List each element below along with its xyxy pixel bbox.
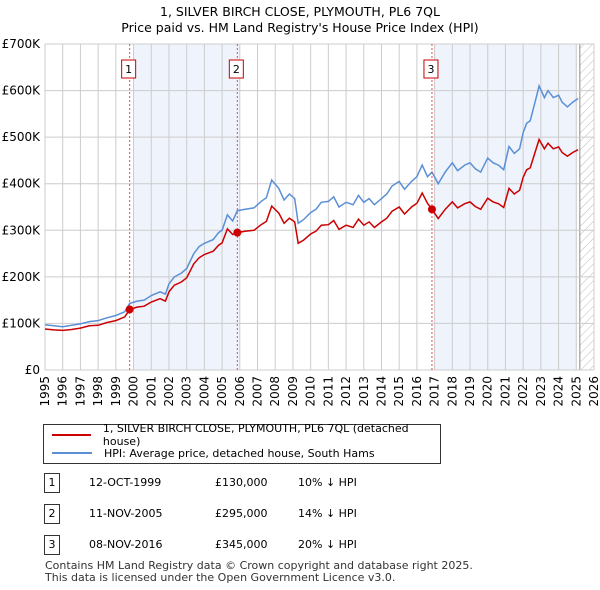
sale-date: 12-OCT-1999 (89, 476, 162, 489)
x-tick-label: 1999 (109, 376, 123, 407)
sale-date: 11-NOV-2005 (89, 507, 163, 520)
x-tick-label: 2004 (197, 376, 211, 407)
y-tick-label: £700K (2, 37, 42, 51)
x-tick-label: 2026 (587, 376, 600, 407)
x-tick-label: 2019 (463, 376, 477, 407)
x-tick-label: 2023 (534, 376, 548, 407)
x-tick-label: 2020 (481, 376, 495, 407)
sale-date: 08-NOV-2016 (89, 538, 163, 551)
x-tick-label: 2010 (304, 376, 318, 407)
x-tick-label: 2014 (374, 376, 388, 407)
table-row: 1 12-OCT-1999 £130,000 10% ↓ HPI (43, 473, 443, 493)
price-chart: £0 £100K £200K £300K £400K £500K £600K £700K 199… (2, 37, 600, 407)
legend-hpi-label: HPI: Average price, detached house, Sout… (104, 446, 375, 460)
x-tick-label: 2001 (144, 376, 158, 407)
sale-number-badge: 3 (44, 535, 60, 555)
x-tick-label: 2000 (127, 376, 141, 407)
x-tick-label: 2022 (516, 376, 530, 407)
footer-line-2: This data is licensed under the Open Gov… (45, 571, 396, 584)
chart-title: 1, SILVER BIRCH CLOSE, PLYMOUTH, PL6 7QL… (0, 4, 600, 36)
x-tick-label: 2021 (498, 376, 512, 407)
sale-point (233, 228, 242, 237)
x-tick-label: 1998 (91, 376, 105, 407)
x-tick-label: 2018 (445, 376, 459, 407)
x-tick-label: 2025 (569, 376, 583, 407)
sale-price: £345,000 (215, 538, 268, 551)
sale-price: £295,000 (215, 507, 268, 520)
title-line-1: 1, SILVER BIRCH CLOSE, PLYMOUTH, PL6 7QL (160, 4, 440, 19)
sale-label-box (228, 59, 244, 79)
sale-price: £130,000 (215, 476, 268, 489)
sale-point (125, 305, 134, 314)
title-line-2: Price paid vs. HM Land Registry's House … (121, 20, 479, 35)
sale-label: 1 (125, 63, 132, 76)
y-tick-label: £400K (2, 177, 42, 191)
x-tick-label: 2009 (286, 376, 300, 407)
price-paid-line (44, 137, 579, 332)
legend: 1, SILVER BIRCH CLOSE, PLYMOUTH, PL6 7QL… (43, 422, 441, 464)
x-tick-label: 2016 (410, 376, 424, 407)
sale-number-badge: 1 (44, 473, 60, 493)
sale-label: 3 (427, 63, 434, 76)
sale-label-box (121, 59, 137, 79)
y-tick-label: £300K (2, 223, 42, 237)
footer: Contains HM Land Registry data © Crown c… (45, 560, 473, 584)
sale-hpi-diff: 10% ↓ HPI (298, 476, 357, 489)
x-tick-label: 2008 (268, 376, 282, 407)
x-tick-label: 2006 (233, 376, 247, 407)
x-tick-label: 2015 (392, 376, 406, 407)
table-row: 2 11-NOV-2005 £295,000 14% ↓ HPI (43, 504, 443, 524)
x-tick-label: 2024 (552, 376, 566, 407)
y-tick-label: £200K (2, 270, 42, 284)
legend-item-hpi: HPI: Average price, detached house, Sout… (52, 444, 375, 462)
y-tick-label: £0 (25, 363, 40, 377)
sale-hpi-diff: 20% ↓ HPI (298, 538, 357, 551)
sale-label-box (423, 59, 439, 79)
price-line-swatch (52, 434, 91, 436)
table-row: 3 08-NOV-2016 £345,000 20% ↓ HPI (43, 535, 443, 555)
x-tick-label: 2007 (251, 376, 265, 407)
legend-price-label: 1, SILVER BIRCH CLOSE, PLYMOUTH, PL6 7QL… (102, 422, 409, 448)
y-tick-label: £500K (2, 130, 42, 144)
x-tick-label: 2005 (215, 376, 229, 407)
sale-hpi-diff: 14% ↓ HPI (298, 507, 357, 520)
y-tick-label: £100K (2, 316, 42, 330)
sale-number-badge: 2 (44, 504, 60, 524)
hpi-line (44, 83, 579, 328)
y-tick-label: £600K (2, 84, 42, 98)
x-tick-label: 1995 (38, 376, 52, 407)
forecast-hatch (579, 44, 594, 370)
x-tick-label: 2003 (180, 376, 194, 407)
x-tick-label: 1996 (56, 376, 70, 407)
x-tick-label: 2017 (428, 376, 442, 407)
x-tick-label: 2002 (162, 376, 176, 407)
x-tick-label: 2012 (339, 376, 353, 407)
x-tick-label: 1997 (73, 376, 87, 407)
x-tick-label: 2011 (321, 376, 335, 407)
legend-item-price: 1, SILVER BIRCH CLOSE, PLYMOUTH, PL6 7QL… (52, 422, 440, 448)
hpi-line-swatch (52, 452, 92, 454)
sale-point (427, 205, 436, 214)
footer-line-1: Contains HM Land Registry data © Crown c… (45, 559, 473, 572)
sale-label: 2 (233, 63, 240, 76)
x-tick-label: 2013 (357, 376, 371, 407)
